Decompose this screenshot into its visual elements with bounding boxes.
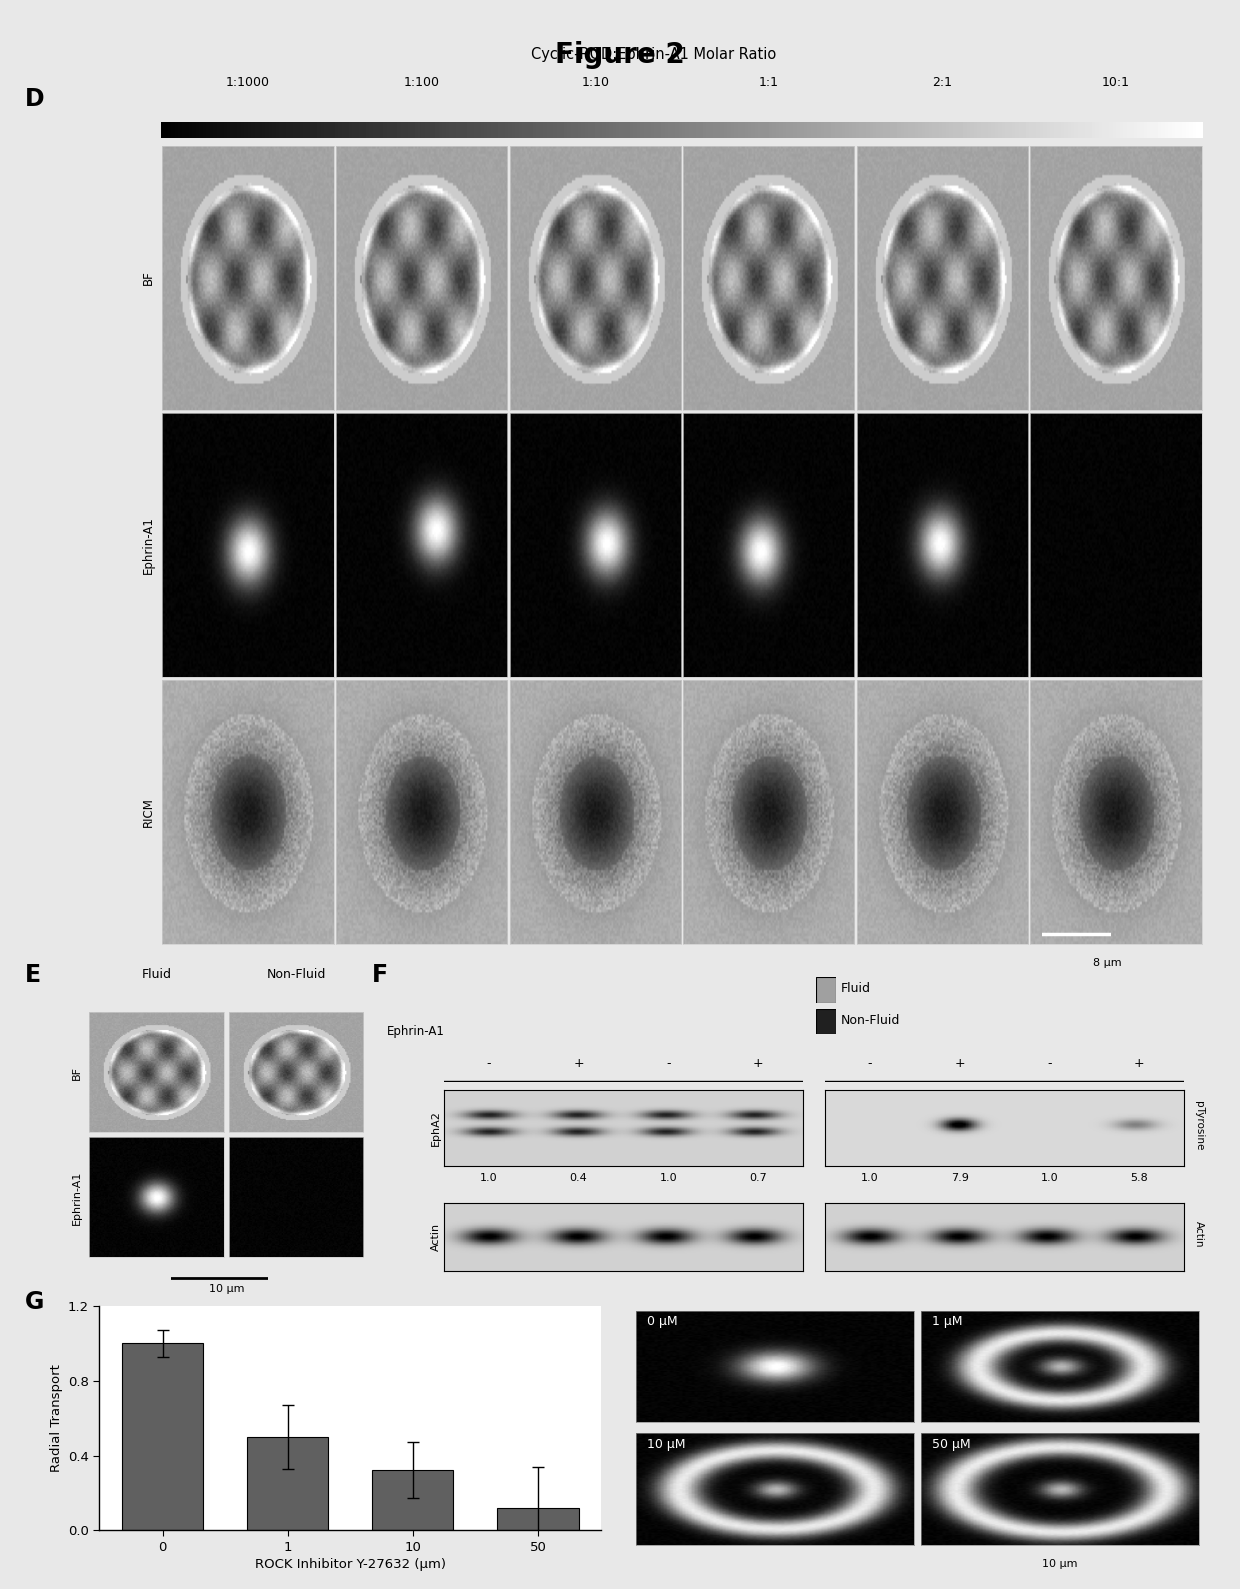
- Bar: [497, 1508, 579, 1530]
- Text: G: G: [25, 1290, 45, 1314]
- Bar: [372, 1470, 454, 1530]
- Bar: [247, 1436, 329, 1530]
- Text: 1.0: 1.0: [480, 1173, 497, 1182]
- Text: 1 μM: 1 μM: [932, 1316, 963, 1328]
- Text: Non-Fluid: Non-Fluid: [267, 968, 326, 980]
- Text: 0.4: 0.4: [569, 1173, 588, 1182]
- Text: Cyclic-RGD:Ephrin-A1 Molar Ratio: Cyclic-RGD:Ephrin-A1 Molar Ratio: [532, 48, 776, 62]
- Text: 1:1: 1:1: [759, 76, 779, 89]
- Text: Non-Fluid: Non-Fluid: [841, 1014, 900, 1026]
- Text: 50 μM: 50 μM: [932, 1438, 971, 1451]
- Text: 10 μm: 10 μm: [208, 1284, 244, 1293]
- Text: 1:1000: 1:1000: [226, 76, 270, 89]
- Text: +: +: [573, 1057, 584, 1069]
- Text: 5.8: 5.8: [1131, 1173, 1148, 1182]
- Text: 0 μM: 0 μM: [647, 1316, 678, 1328]
- Text: 1.0: 1.0: [1040, 1173, 1059, 1182]
- Text: +: +: [955, 1057, 965, 1069]
- Text: Ephrin-A1: Ephrin-A1: [387, 1025, 445, 1038]
- Text: -: -: [868, 1057, 873, 1069]
- Text: Ephrin-A1: Ephrin-A1: [72, 1171, 82, 1225]
- Text: BF: BF: [72, 1066, 82, 1081]
- Text: 1:100: 1:100: [403, 76, 440, 89]
- Text: F: F: [372, 963, 388, 987]
- Y-axis label: Actin: Actin: [432, 1224, 441, 1251]
- Text: Fluid: Fluid: [841, 982, 872, 995]
- Text: 0.7: 0.7: [749, 1173, 766, 1182]
- Text: -: -: [486, 1057, 491, 1069]
- Text: 8 μm: 8 μm: [1092, 958, 1122, 968]
- Y-axis label: EphA2: EphA2: [432, 1111, 441, 1146]
- Text: 10 μM: 10 μM: [647, 1438, 686, 1451]
- Text: BF: BF: [143, 270, 155, 286]
- Text: -: -: [666, 1057, 671, 1069]
- Text: +: +: [1135, 1057, 1145, 1069]
- Y-axis label: Radial Transport: Radial Transport: [51, 1365, 63, 1471]
- Bar: [122, 1344, 203, 1530]
- Text: 10:1: 10:1: [1102, 76, 1130, 89]
- Text: Fluid: Fluid: [141, 968, 171, 980]
- Text: pTyrosine: pTyrosine: [1194, 1101, 1204, 1150]
- Text: 1.0: 1.0: [862, 1173, 879, 1182]
- Text: Actin: Actin: [1194, 1222, 1204, 1247]
- Text: E: E: [25, 963, 41, 987]
- Text: 1.0: 1.0: [660, 1173, 677, 1182]
- Text: 7.9: 7.9: [951, 1173, 968, 1182]
- Text: Ephrin-A1: Ephrin-A1: [143, 516, 155, 574]
- Text: D: D: [25, 87, 45, 111]
- Text: 10 μm: 10 μm: [1043, 1559, 1078, 1568]
- X-axis label: ROCK Inhibitor Y-27632 (μm): ROCK Inhibitor Y-27632 (μm): [254, 1557, 446, 1572]
- Text: 2:1: 2:1: [932, 76, 952, 89]
- Text: +: +: [753, 1057, 764, 1069]
- Text: Figure 2: Figure 2: [556, 41, 684, 70]
- Text: RICM: RICM: [143, 798, 155, 826]
- Text: -: -: [1048, 1057, 1052, 1069]
- Text: 1:10: 1:10: [582, 76, 609, 89]
